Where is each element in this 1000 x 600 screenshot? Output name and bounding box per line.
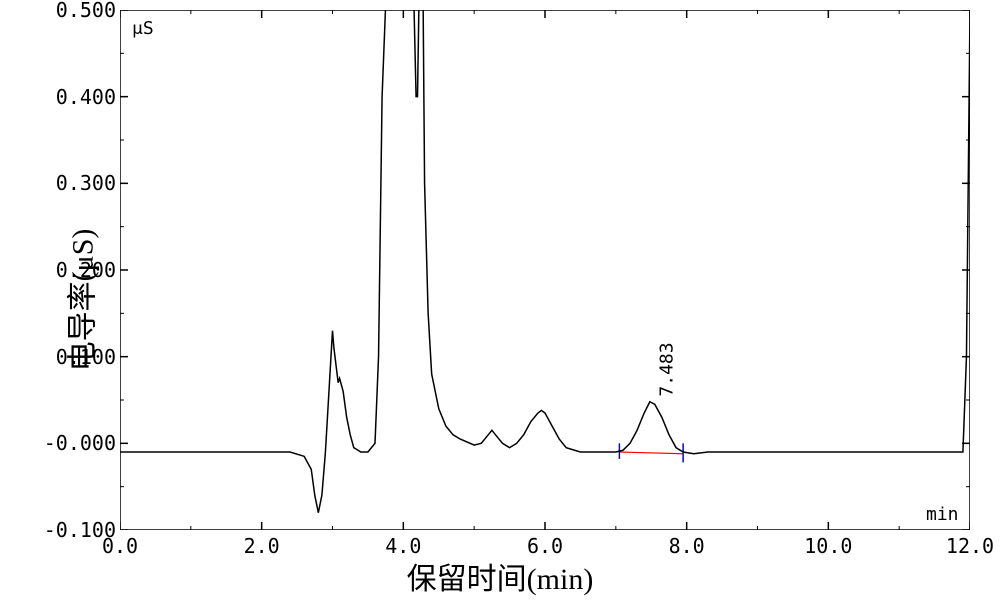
x-tick-label: 10.0 bbox=[804, 534, 852, 558]
y-minor-ticks bbox=[120, 53, 970, 486]
x-tick-label: 0.0 bbox=[102, 534, 138, 558]
y-tick-label: 0.100 bbox=[56, 345, 116, 369]
y-tick-label: 0.200 bbox=[56, 258, 116, 282]
x-unit-label: min bbox=[926, 504, 959, 525]
x-tick-label: 6.0 bbox=[527, 534, 563, 558]
x-axis-label: 保留时间(min) bbox=[407, 554, 594, 598]
y-tick-label: 0.500 bbox=[56, 0, 116, 22]
x-tick-label: 2.0 bbox=[244, 534, 280, 558]
y-tick-label: 0.300 bbox=[56, 171, 116, 195]
chromatogram-chart: 电导率(μS) 保留时间(min) -0.100-0.0000.1000.200… bbox=[0, 0, 1000, 600]
peak-baseline bbox=[619, 452, 683, 454]
peak-retention-label: 7.483 bbox=[657, 342, 678, 396]
x-tick-label: 12.0 bbox=[946, 534, 994, 558]
x-tick-label: 8.0 bbox=[669, 534, 705, 558]
plot-area bbox=[120, 10, 970, 530]
y-unit-label: μS bbox=[132, 18, 154, 39]
y-tick-label: 0.400 bbox=[56, 85, 116, 109]
y-tick-label: -0.000 bbox=[44, 431, 116, 455]
x-tick-label: 4.0 bbox=[385, 534, 421, 558]
chromatogram-trace bbox=[120, 10, 970, 513]
